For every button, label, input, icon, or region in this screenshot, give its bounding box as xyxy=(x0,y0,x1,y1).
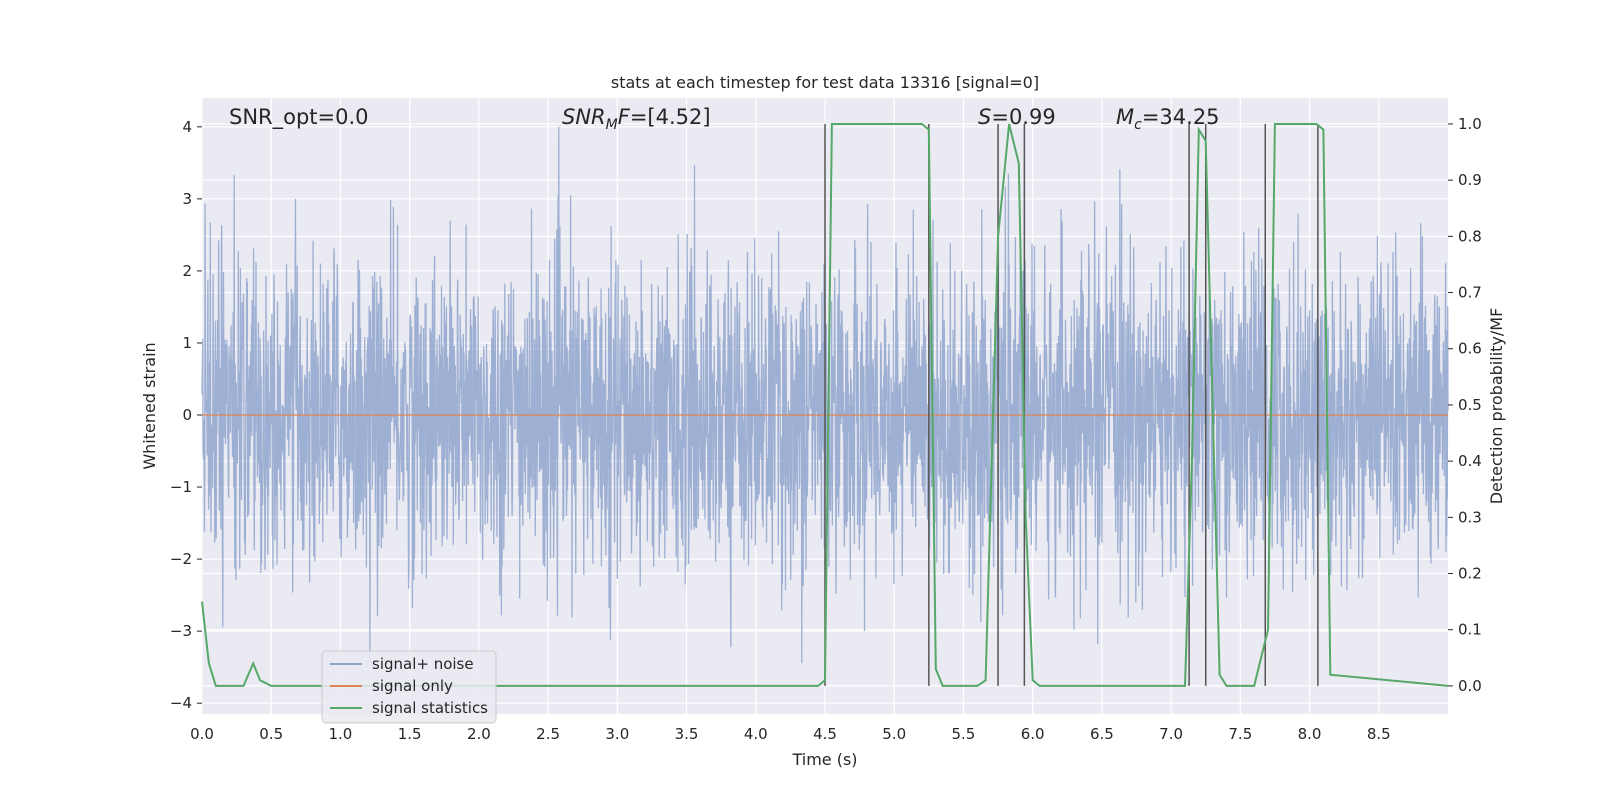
x-tick-label: 2.0 xyxy=(467,725,491,743)
y-tick-labels: 4 3 2 1 0 −1 −2 −3 −4 xyxy=(170,118,202,712)
x-tick-label: 6.5 xyxy=(1090,725,1114,743)
annotation-snr-mf-value: =[4.52] xyxy=(630,105,711,129)
y2-tick-label: 0.1 xyxy=(1458,621,1482,639)
annotation-snr-opt: SNR_opt=0.0 xyxy=(229,105,369,130)
x-tick-label: 8.0 xyxy=(1298,725,1322,743)
x-tick-label: 1.5 xyxy=(398,725,422,743)
y2-tick-label: 0.8 xyxy=(1458,227,1482,245)
x-tick-label: 8.5 xyxy=(1367,725,1391,743)
x-axis-label: Time (s) xyxy=(791,750,857,769)
legend-box xyxy=(321,650,497,724)
y2-tick-label: 0.0 xyxy=(1458,677,1482,695)
y2-tick-label: 0.9 xyxy=(1458,171,1482,189)
y-tick-label: −1 xyxy=(170,478,192,496)
y-tick-label: −3 xyxy=(170,622,192,640)
annotation-s-value: =0.99 xyxy=(991,105,1055,129)
signal-statistics-series xyxy=(201,123,1449,687)
annotation-snr-mf-base: SNR xyxy=(562,105,606,129)
y-tick-label: 3 xyxy=(182,190,192,208)
x-tick-label: 6.0 xyxy=(1021,725,1045,743)
x-tick-label: 2.5 xyxy=(536,725,560,743)
y-tick-label: 4 xyxy=(182,118,192,136)
legend-label-signal-noise: signal+ noise xyxy=(372,655,474,673)
y2-axis-label: Detection probability/MF xyxy=(1487,308,1506,505)
legend-label-signal-only: signal only xyxy=(372,677,453,695)
x-tick-label: 7.0 xyxy=(1159,725,1183,743)
y-tick-label: 2 xyxy=(182,262,192,280)
annotation-mc-letter: M xyxy=(1116,105,1134,129)
x-tick-label: 4.0 xyxy=(744,725,768,743)
y2-tick-label: 1.0 xyxy=(1458,115,1482,133)
x-tick-label: 1.0 xyxy=(329,725,353,743)
x-tick-label: 3.0 xyxy=(605,725,629,743)
x-tick-label: 0.5 xyxy=(259,725,283,743)
y-tick-label: −2 xyxy=(170,550,192,568)
annotation-s-letter: S xyxy=(978,105,991,129)
y2-tick-label: 0.7 xyxy=(1458,284,1482,302)
y-tick-label: 1 xyxy=(182,334,192,352)
y2-tick-label: 0.3 xyxy=(1458,508,1482,526)
annotation-s: S=0.99 xyxy=(978,105,1056,129)
annotation-mc-value: =34.25 xyxy=(1142,105,1220,129)
x-tick-label: 0.0 xyxy=(190,725,214,743)
chart-title: stats at each timestep for test data 133… xyxy=(611,73,1039,92)
y-tick-label: −4 xyxy=(170,694,192,712)
annotation-snr-mf-sub: M xyxy=(606,117,618,133)
x-tick-label: 4.5 xyxy=(813,725,837,743)
signal-statistics-line xyxy=(201,123,1449,687)
y-axis-label: Whitened strain xyxy=(140,342,159,469)
x-tick-label: 5.5 xyxy=(952,725,976,743)
x-tick-label: 7.5 xyxy=(1228,725,1252,743)
y2-tick-labels: 1.0 0.9 0.8 0.7 0.6 0.5 0.4 0.3 0.2 0.1 0.0 xyxy=(1448,115,1482,695)
y2-tick-label: 0.5 xyxy=(1458,396,1482,414)
y2-tick-label: 0.4 xyxy=(1458,452,1482,470)
y2-tick-label: 0.2 xyxy=(1458,565,1482,583)
x-tick-label: 3.5 xyxy=(675,725,699,743)
y2-tick-label: 0.6 xyxy=(1458,340,1482,358)
x-tick-label: 5.0 xyxy=(882,725,906,743)
x-tick-labels: 0.0 0.5 1.0 1.5 2.0 2.5 3.0 3.5 4.0 4.5 5.0 5.5 6.0 6… xyxy=(190,725,1391,743)
annotation-mc-sub: c xyxy=(1134,117,1142,133)
annotation-mc: Mc=34.25 xyxy=(1116,105,1220,133)
legend-label-signal-statistics: signal statistics xyxy=(372,699,488,717)
y-tick-label: 0 xyxy=(182,406,192,424)
legend: signal+ noise signal only signal statist… xyxy=(321,650,497,724)
annotation-snr-mf-f: F xyxy=(618,105,631,129)
annotation-snr-mf: SNRMF=[4.52] xyxy=(562,105,711,133)
